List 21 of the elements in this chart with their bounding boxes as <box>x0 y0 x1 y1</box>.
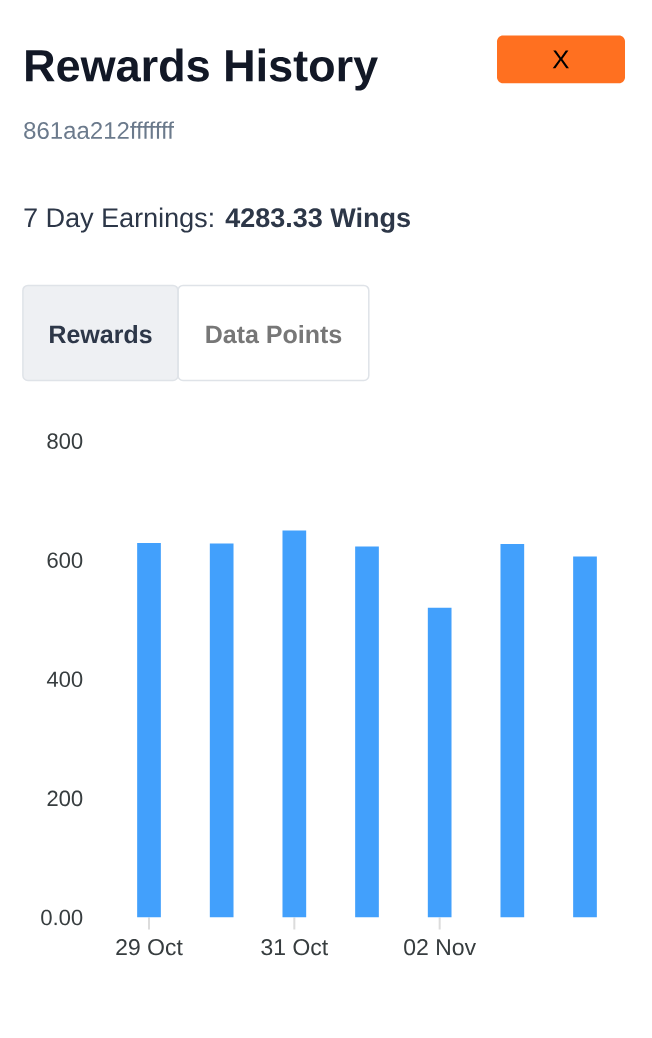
bar <box>355 546 379 918</box>
text: X <box>552 50 569 69</box>
y-tick-label: 800 <box>47 433 83 449</box>
x-tick-label: 31 Oct <box>261 939 329 956</box>
text: Rewards <box>50 324 152 344</box>
chart-title: Rewards History <box>26 48 378 91</box>
x-tick-label: 02 Nov <box>404 939 476 956</box>
text: 7 Day Earnings: 4283.33 Wings <box>24 207 410 233</box>
x-tick-label: 29 Oct <box>116 939 183 956</box>
y-tick-label: 200 <box>47 790 83 807</box>
y-tick-label: 400 <box>46 671 83 688</box>
bar <box>573 556 597 918</box>
bar <box>427 607 452 918</box>
text: Data Points <box>206 324 342 344</box>
bar <box>209 543 234 918</box>
bar <box>137 542 161 918</box>
bar <box>500 544 525 918</box>
chart-subtitle: 861aa212fffffff <box>24 121 174 140</box>
bar <box>282 530 307 918</box>
y-tick-label: 600 <box>47 552 83 568</box>
y-tick-label: 0.00 <box>41 909 83 926</box>
